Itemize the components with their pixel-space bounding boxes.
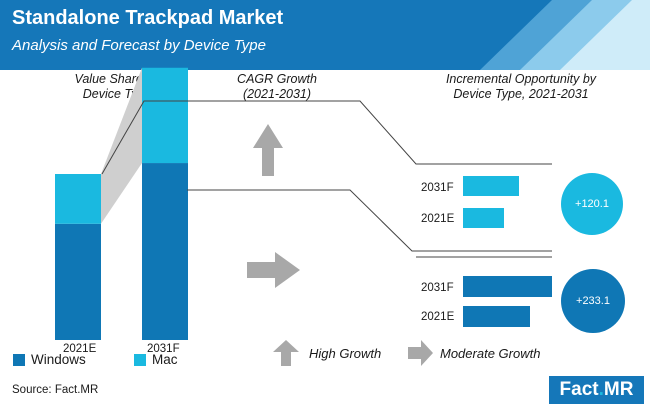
page-title: Standalone Trackpad Market — [12, 7, 284, 29]
incremental-bars — [463, 176, 552, 327]
legend-label-mac: Mac — [152, 352, 178, 367]
hbar-incremental_mac-2031F — [463, 176, 519, 196]
bar-mac-2031F — [142, 67, 188, 164]
cagr-heading: CAGR Growth (2021-2031) — [237, 72, 317, 101]
mac-share-connector — [101, 67, 142, 224]
upper-connector-line — [101, 100, 552, 175]
source-note: Source: Fact.MR — [12, 384, 99, 396]
legend-mac: Mac — [134, 352, 178, 367]
windows-tick-2021e: 2021E — [421, 311, 455, 323]
legend-windows: Windows — [13, 352, 86, 367]
up-arrow-icon — [253, 124, 283, 176]
logo-dot: . — [598, 379, 604, 400]
windows-tick-2031f: 2031F — [421, 282, 454, 294]
logo-suffix: MR — [603, 379, 634, 400]
hbar-incremental_mac-2021E — [463, 208, 504, 228]
mac-tick-2031f: 2031F — [421, 182, 454, 194]
moderate-growth-arrow-icon — [408, 340, 433, 366]
bar-windows-2021E — [55, 223, 101, 340]
tick-2021e: 2021E — [63, 343, 97, 355]
bar-mac-2021E — [55, 174, 101, 224]
header-banner: Standalone Trackpad Market Analysis and … — [0, 0, 650, 70]
tick-2031f: 2031F — [147, 343, 180, 355]
middle-connector-line — [187, 189, 552, 252]
high-growth-arrow-icon — [273, 340, 299, 366]
connector-lines — [101, 100, 552, 258]
incremental-heading: Incremental Opportunity by Device Type, … — [445, 72, 597, 101]
mac-tick-2021e: 2021E — [421, 213, 455, 225]
stacked-bars — [55, 67, 188, 340]
factmr-logo: Fact. MR — [549, 376, 644, 404]
bar-windows-2031F — [142, 163, 188, 340]
high-growth-label: High Growth — [309, 346, 382, 361]
page-subtitle: Analysis and Forecast by Device Type — [12, 37, 266, 54]
legend-swatch-mac — [134, 353, 146, 366]
legend-swatch-windows — [13, 353, 25, 366]
hbar-incremental_windows-2031F — [463, 276, 552, 297]
hbar-incremental_windows-2021E — [463, 306, 530, 327]
banner-stripes — [480, 0, 650, 70]
logo-main: Fact — [559, 379, 599, 400]
windows-opportunity-badge: +233.1 — [561, 269, 625, 333]
right-arrow-icon — [247, 252, 300, 288]
moderate-growth-label: Moderate Growth — [440, 346, 541, 361]
mac-opportunity-badge: +120.1 — [561, 173, 623, 235]
legend-label-windows: Windows — [31, 352, 86, 367]
